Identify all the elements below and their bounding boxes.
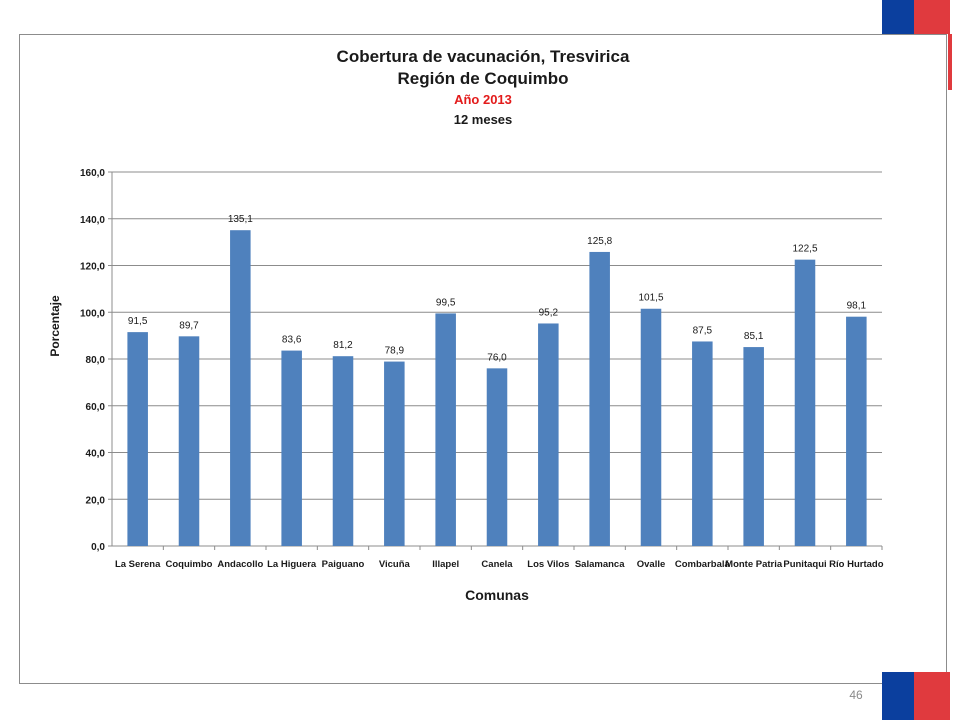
bar — [230, 230, 251, 547]
chart-year-label: Año 2013 — [454, 92, 512, 107]
bar — [178, 336, 200, 546]
x-tick-label: Monte Patria — [725, 559, 783, 570]
y-axis-label: Porcentaje — [48, 295, 62, 357]
x-tick-label: Río Hurtado — [829, 559, 884, 570]
x-tick-label: Canela — [481, 559, 513, 570]
bar — [538, 323, 559, 546]
y-tick-label: 40,0 — [86, 449, 106, 460]
x-tick-label: La Serena — [115, 559, 161, 570]
data-label: 87,5 — [693, 325, 713, 336]
data-label: 81,2 — [333, 340, 353, 351]
bars — [127, 230, 867, 547]
data-label: 125,8 — [587, 236, 612, 247]
y-tick-label: 20,0 — [86, 495, 106, 506]
x-tick-label: La Higuera — [267, 559, 317, 570]
data-label: 83,6 — [282, 335, 302, 346]
data-label: 99,5 — [436, 297, 456, 308]
x-tick-label: Andacollo — [217, 559, 263, 570]
flag-stripe-red-bottom — [914, 672, 950, 720]
data-label: 135,1 — [228, 214, 253, 225]
x-tick-label: Los Vilos — [527, 559, 569, 570]
x-tick-label: Coquimbo — [166, 559, 213, 570]
bar — [794, 259, 816, 546]
bar — [589, 251, 610, 546]
data-label: 95,2 — [539, 307, 559, 318]
chart-title: Cobertura de vacunación, Tresvirica — [336, 47, 630, 66]
y-tick-label: 120,0 — [80, 262, 105, 273]
x-tick-label: Punitaqui — [783, 559, 826, 570]
flag-stripe-red-edge — [948, 34, 952, 90]
data-label: 85,1 — [744, 331, 764, 342]
bar — [486, 368, 508, 546]
y-tick-label: 80,0 — [86, 355, 106, 366]
bar — [743, 347, 764, 546]
data-label: 101,5 — [638, 293, 663, 304]
bar — [281, 350, 302, 546]
bar — [846, 316, 867, 546]
x-axis-label: Comunas — [465, 587, 529, 603]
chart-period-label: 12 meses — [453, 112, 513, 127]
x-tick-label: Combarbalá — [675, 559, 731, 570]
data-label: 98,1 — [847, 301, 867, 312]
y-tick-label: 0,0 — [91, 542, 105, 553]
bar — [640, 308, 662, 546]
flag-stripe-red-top — [914, 0, 950, 34]
x-tick-label: Salamanca — [575, 559, 625, 570]
bar — [332, 356, 354, 546]
bar — [384, 361, 405, 546]
x-tick-label: Vicuña — [379, 559, 411, 570]
bar — [692, 341, 713, 546]
bar — [127, 332, 148, 546]
x-tick-label: Ovalle — [637, 559, 666, 570]
labels: 0,0 20,0 40,0 60,0 80,0 100,0 120,0 140,0 160,0 9… — [80, 168, 884, 570]
data-label: 91,5 — [128, 316, 148, 327]
flag-stripe-blue-bottom — [882, 672, 914, 720]
y-tick-label: 140,0 — [80, 215, 105, 226]
data-label: 122,5 — [792, 244, 817, 255]
y-tick-label: 60,0 — [86, 402, 106, 413]
data-label: 89,7 — [179, 320, 199, 331]
x-tick-label: Paiguano — [322, 559, 365, 570]
data-label: 76,0 — [487, 352, 507, 363]
y-tick-label: 100,0 — [80, 308, 105, 319]
bar — [435, 313, 456, 546]
chart-subtitle: Región de Coquimbo — [397, 69, 569, 88]
flag-stripe-blue-top — [882, 0, 914, 34]
x-tick-label: Illapel — [432, 559, 459, 570]
y-tick-label: 160,0 — [80, 168, 105, 179]
chart-titles: Cobertura de vacunación, Tresvirica Regi… — [19, 46, 947, 130]
page-number: 46 — [849, 688, 863, 702]
data-label: 78,9 — [385, 346, 405, 357]
